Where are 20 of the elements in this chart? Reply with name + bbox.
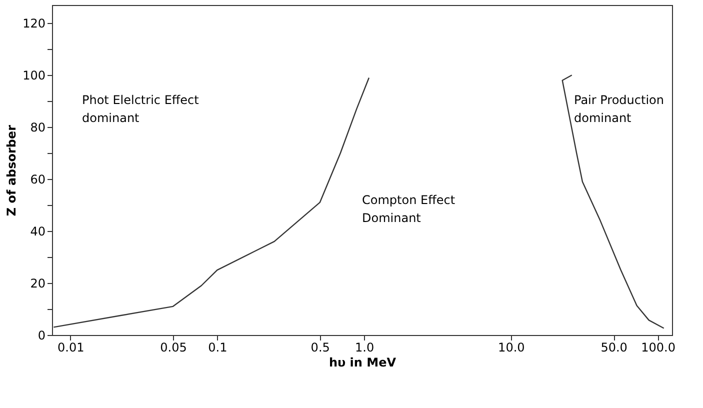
y-tick-label: 120	[22, 16, 46, 31]
y-axis-title: Z of absorber	[4, 124, 19, 216]
x-tick-label: 50.0	[600, 340, 628, 354]
y-tick-label: 20	[30, 276, 46, 291]
y-tick-label: 40	[30, 224, 46, 239]
x-tick-label: 0.1	[208, 340, 228, 354]
x-tick-label: 0.05	[160, 340, 187, 354]
x-axis-title: hυ in MeV	[328, 356, 397, 370]
x-tick-label: 0.01	[57, 340, 84, 354]
annotation: Pair Production dominant	[574, 93, 664, 125]
x-tick-label: 10.0	[498, 340, 525, 354]
annotation: Phot Elelctric Effect dominant	[82, 93, 200, 125]
x-tick-label: 0.5	[310, 340, 330, 354]
y-tick-label: 0	[38, 328, 46, 342]
y-tick-label: 100	[22, 68, 46, 83]
y-tick-label: 80	[30, 120, 46, 135]
x-tick-label: 100.0	[641, 340, 676, 354]
x-tick-label: 1.0	[355, 340, 374, 354]
annotation: Compton Effect Dominant	[362, 193, 456, 225]
y-tick-label: 60	[30, 172, 46, 187]
